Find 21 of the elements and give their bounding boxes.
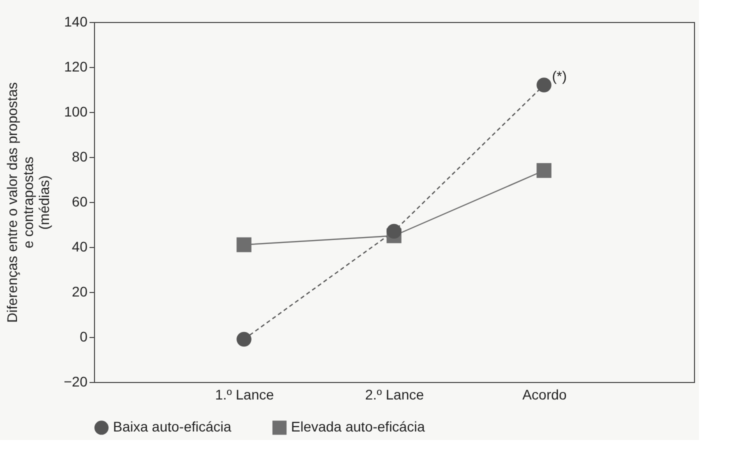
y-tick-label: 20 bbox=[72, 284, 88, 300]
x-tick-label: 2.º Lance bbox=[365, 386, 424, 402]
x-tick-label: 1.º Lance bbox=[215, 386, 274, 402]
y-tick-label: 140 bbox=[64, 14, 88, 30]
y-tick-label: 120 bbox=[64, 58, 88, 74]
y-tick-label: −20 bbox=[64, 374, 88, 390]
point bbox=[536, 78, 552, 92]
point bbox=[386, 224, 402, 239]
legend-label: Baixa auto-eficácia bbox=[113, 418, 232, 435]
point bbox=[236, 332, 252, 347]
point bbox=[236, 237, 252, 252]
legend-label: Elevada auto-eficácia bbox=[291, 418, 426, 435]
y-tick-label: 80 bbox=[72, 148, 88, 164]
x-tick-label: Acordo bbox=[522, 386, 567, 402]
y-tick-label: 60 bbox=[72, 194, 88, 210]
y-tick-label: 40 bbox=[72, 238, 88, 254]
y-axis-title: Diferenças entre o valor das propostas e contrapostas (médias) bbox=[4, 82, 52, 323]
y-tick-label: 100 bbox=[64, 104, 88, 120]
y-tick-label: 0 bbox=[80, 328, 88, 344]
annotation: (*) bbox=[552, 68, 567, 84]
point bbox=[536, 163, 552, 178]
